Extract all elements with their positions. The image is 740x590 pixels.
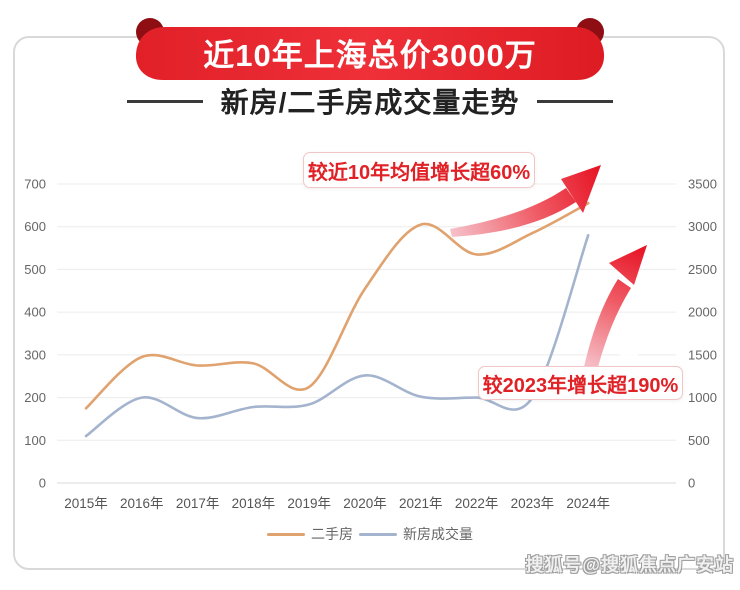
watermark: 搜狐号@搜狐焦点广安站	[525, 555, 734, 575]
annotation-callout-10yr-average: 较近10年均值增长超60%	[303, 152, 535, 188]
legend-item-newhome: 新房成交量	[359, 524, 473, 544]
y-axis-label-right: 3000	[688, 219, 717, 234]
legend-swatch-newhome	[359, 532, 397, 536]
subtitle-row: 新房/二手房成交量走势	[0, 84, 740, 118]
x-axis-label: 2018年	[232, 496, 276, 511]
x-axis-label: 2015年	[64, 496, 108, 511]
page-title: 近10年上海总价3000万	[203, 37, 537, 73]
legend-label-secondhand: 二手房	[311, 526, 353, 542]
series-line-新房成交量	[84, 234, 590, 438]
page-subtitle: 新房/二手房成交量走势	[220, 87, 520, 118]
y-axis-label-left: 600	[24, 219, 46, 234]
x-axis-label: 2021年	[399, 496, 443, 511]
x-axis-label: 2016年	[120, 496, 164, 511]
chart-legend: 二手房 新房成交量	[0, 524, 740, 544]
subtitle-divider-left	[126, 99, 203, 103]
y-axis-label-left: 500	[24, 262, 46, 277]
y-axis-label-right: 0	[688, 476, 695, 491]
x-axis-label: 2022年	[455, 496, 499, 511]
y-axis-label-left: 200	[24, 390, 46, 405]
subtitle-divider-right	[537, 99, 614, 103]
y-axis-label-right: 2000	[688, 305, 717, 320]
y-axis-label-right: 500	[688, 433, 710, 448]
y-axis-label-right: 1500	[688, 347, 717, 362]
legend-swatch-secondhand	[267, 532, 305, 536]
title-ribbon-banner	[135, 18, 605, 80]
y-axis-label-left: 400	[24, 305, 46, 320]
y-axis-label-left: 300	[24, 347, 46, 362]
annotation-callout-vs-2023: 较2023年增长超190%	[478, 366, 683, 400]
x-axis-label: 2017年	[176, 496, 220, 511]
x-axis-label: 2020年	[343, 496, 387, 511]
y-axis-label-left: 0	[39, 476, 46, 491]
y-axis-label-left: 100	[24, 433, 46, 448]
x-axis-label: 2023年	[511, 496, 555, 511]
legend-label-newhome: 新房成交量	[403, 526, 473, 542]
legend-item-secondhand: 二手房	[267, 524, 353, 544]
y-axis-label-left: 700	[24, 177, 46, 192]
y-axis-label-right: 2500	[688, 262, 717, 277]
x-axis-label: 2019年	[287, 496, 331, 511]
y-axis-label-right: 3500	[688, 177, 717, 192]
y-axis-label-right: 1000	[688, 390, 717, 405]
series-line-二手房	[84, 201, 590, 410]
x-axis-label: 2024年	[566, 496, 610, 511]
ribbon-body	[135, 27, 605, 80]
